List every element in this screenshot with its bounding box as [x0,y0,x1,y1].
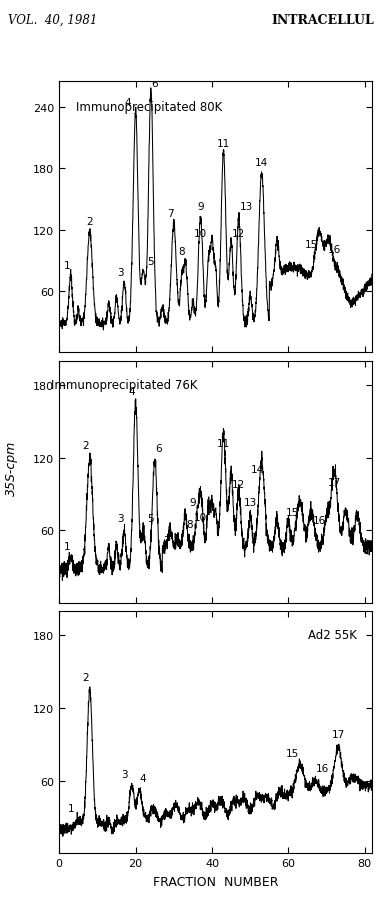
Text: 10: 10 [194,512,207,522]
Text: 9: 9 [197,202,204,212]
Text: 5: 5 [147,513,154,524]
Text: 15: 15 [305,240,318,250]
Text: 3: 3 [117,267,124,277]
Text: 14: 14 [255,158,268,168]
Text: 2: 2 [83,441,89,451]
Text: 16: 16 [312,516,325,526]
Text: Immunoprecipitated 76K: Immunoprecipitated 76K [50,378,197,391]
Text: 2: 2 [83,673,89,683]
Text: 16: 16 [328,245,341,255]
Text: VOL.  40, 1981: VOL. 40, 1981 [8,14,97,27]
Text: 12: 12 [232,479,245,489]
Text: 8: 8 [186,519,193,529]
Text: 2: 2 [86,217,93,227]
Text: 13: 13 [240,202,253,212]
Text: 3: 3 [117,513,124,524]
Text: INTRACELLUL: INTRACELLUL [272,14,374,27]
Text: 7: 7 [167,209,173,219]
Text: 10: 10 [194,228,207,238]
Text: 7: 7 [163,535,170,545]
Text: 4: 4 [128,386,135,396]
Text: 16: 16 [316,763,329,774]
Text: 6: 6 [155,443,162,453]
Text: 5: 5 [147,257,154,267]
Text: 4: 4 [140,773,147,783]
Text: 1: 1 [63,541,70,551]
Text: 35S-cpm: 35S-cpm [5,440,18,496]
Text: 9: 9 [189,498,196,507]
Text: 1: 1 [67,804,74,814]
Text: 17: 17 [332,730,345,740]
Text: 17: 17 [328,477,341,487]
Text: 14: 14 [251,465,264,475]
Text: 15: 15 [286,748,299,758]
Text: 15: 15 [286,507,299,517]
Text: 11: 11 [217,139,230,149]
Text: 13: 13 [244,498,257,507]
Text: 11: 11 [217,438,230,448]
Text: 3: 3 [121,769,128,779]
Text: 12: 12 [232,228,245,238]
Text: 4: 4 [125,98,131,107]
Text: Immunoprecipitated 80K: Immunoprecipitated 80K [76,101,222,114]
Text: 8: 8 [178,247,185,257]
Text: 6: 6 [151,79,158,89]
Text: 1: 1 [63,260,70,270]
X-axis label: FRACTION  NUMBER: FRACTION NUMBER [153,875,278,889]
Text: Ad2 55K: Ad2 55K [308,628,357,641]
